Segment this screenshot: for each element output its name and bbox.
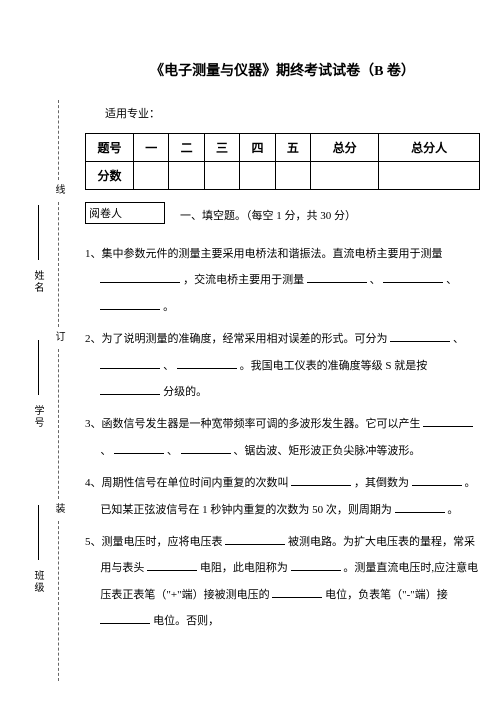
q-text: 电位，负表笔（"-"端）接 bbox=[325, 589, 448, 601]
blank bbox=[272, 586, 322, 598]
question-4: 4、周期性信号在单位时间内重复的次数叫 ，其倒数为 。已知某正弦波信号在 1 秒… bbox=[85, 470, 480, 523]
q-text: 、 bbox=[446, 274, 457, 286]
grader-label: 阅卷人 bbox=[89, 205, 122, 221]
label-name: 姓名 bbox=[30, 270, 45, 294]
q-text: 电阻，此电阻称为 bbox=[200, 562, 288, 574]
row-label: 分数 bbox=[86, 162, 134, 190]
applicable-major: 适用专业： bbox=[105, 105, 480, 121]
blank bbox=[147, 559, 197, 571]
q-text: ，交流电桥主要用于测量 bbox=[183, 274, 304, 286]
question-2: 2、为了说明测量的准确度，经常采用相对误差的形式。可分为 、 、 。我国电工仪表… bbox=[85, 326, 480, 405]
score-cell bbox=[134, 162, 169, 190]
q-text: 2、为了说明测量的准确度，经常采用相对误差的形式。可分为 bbox=[85, 333, 388, 345]
blank bbox=[383, 271, 443, 283]
score-cell bbox=[204, 162, 239, 190]
blank bbox=[100, 612, 150, 624]
underline-class bbox=[38, 505, 39, 560]
blank bbox=[181, 442, 231, 454]
binding-dash bbox=[58, 202, 59, 327]
blank bbox=[291, 474, 351, 486]
q-text: 、 bbox=[167, 445, 178, 457]
q-text: 电位。否则， bbox=[153, 615, 219, 627]
q-text: 、 bbox=[453, 333, 464, 345]
question-5: 5、测量电压时，应将电压表 被测电路。为扩大电压表的量程，常采用与表头 电阻，此… bbox=[85, 529, 480, 635]
col-header: 五 bbox=[275, 134, 310, 162]
col-header: 总分人 bbox=[379, 134, 480, 162]
q-text: ，其倒数为 bbox=[354, 477, 409, 489]
binding-dash bbox=[58, 349, 59, 499]
q-text: 、锯齿波、矩形波正负尖脉冲等波形。 bbox=[233, 445, 420, 457]
underline-name bbox=[38, 205, 39, 260]
question-3: 3、函数信号发生器是一种宽带频率可调的多波形发生器。它可以产生 、 、 、锯齿波… bbox=[85, 411, 480, 464]
underline-student-id bbox=[38, 340, 39, 395]
q-text: 分级的。 bbox=[163, 386, 207, 398]
col-header: 总分 bbox=[311, 134, 379, 162]
score-cell bbox=[379, 162, 480, 190]
blank bbox=[423, 415, 473, 427]
q-text: 。 bbox=[163, 301, 174, 313]
blank bbox=[100, 357, 160, 369]
blank bbox=[114, 442, 164, 454]
q-text: 、 bbox=[370, 274, 381, 286]
binding-dash bbox=[58, 100, 59, 180]
blank bbox=[100, 298, 160, 310]
blank bbox=[395, 501, 445, 513]
grader-row: 阅卷人 一、填空题。（每空 1 分，共 30 分） bbox=[85, 202, 480, 227]
q-text: 5、测量电压时，应将电压表 bbox=[85, 536, 223, 548]
score-cell bbox=[240, 162, 275, 190]
q-text: 、 bbox=[100, 445, 111, 457]
row-label: 题号 bbox=[86, 134, 134, 162]
binding-char-ding: 订 bbox=[51, 331, 66, 343]
page-content: 《电子测量与仪器》期终考试试卷（B 卷） 适用专业： 题号 一 二 三 四 五 … bbox=[85, 60, 480, 640]
blank bbox=[412, 474, 462, 486]
score-cell bbox=[311, 162, 379, 190]
table-row: 分数 bbox=[86, 162, 480, 190]
blank bbox=[291, 559, 341, 571]
binding-margin: 线 订 装 姓名 学号 班级 bbox=[38, 100, 78, 680]
q-text: 1、集中参数元件的测量主要采用电桥法和谐振法。直流电桥主要用于测量 bbox=[85, 248, 443, 260]
label-class: 班级 bbox=[30, 570, 45, 594]
q-text: 4、周期性信号在单位时间内重复的次数叫 bbox=[85, 477, 289, 489]
q-text: 。 bbox=[447, 504, 458, 516]
col-header: 三 bbox=[204, 134, 239, 162]
binding-char-xian: 线 bbox=[51, 184, 66, 196]
col-header: 二 bbox=[169, 134, 204, 162]
exam-title: 《电子测量与仪器》期终考试试卷（B 卷） bbox=[85, 60, 480, 80]
score-table: 题号 一 二 三 四 五 总分 总分人 分数 bbox=[85, 133, 480, 190]
q-text: 3、函数信号发生器是一种宽带频率可调的多波形发生器。它可以产生 bbox=[85, 418, 421, 430]
blank bbox=[390, 330, 450, 342]
col-header: 一 bbox=[134, 134, 169, 162]
blank bbox=[307, 271, 367, 283]
blank bbox=[100, 271, 180, 283]
questions-block: 1、集中参数元件的测量主要采用电桥法和谐振法。直流电桥主要用于测量 ，交流电桥主… bbox=[85, 241, 480, 634]
section-heading: 一、填空题。（每空 1 分，共 30 分） bbox=[180, 207, 356, 223]
blank bbox=[225, 533, 285, 545]
blank bbox=[177, 357, 237, 369]
q-text: 。我国电工仪表的准确度等级 S 就是按 bbox=[240, 360, 428, 372]
score-cell bbox=[169, 162, 204, 190]
q-text: 、 bbox=[163, 360, 174, 372]
question-1: 1、集中参数元件的测量主要采用电桥法和谐振法。直流电桥主要用于测量 ，交流电桥主… bbox=[85, 241, 480, 320]
label-student-id: 学号 bbox=[30, 405, 45, 429]
binding-dash bbox=[58, 521, 59, 681]
binding-char-zhuang: 装 bbox=[51, 503, 66, 515]
col-header: 四 bbox=[240, 134, 275, 162]
score-cell bbox=[275, 162, 310, 190]
table-row: 题号 一 二 三 四 五 总分 总分人 bbox=[86, 134, 480, 162]
blank bbox=[100, 383, 160, 395]
